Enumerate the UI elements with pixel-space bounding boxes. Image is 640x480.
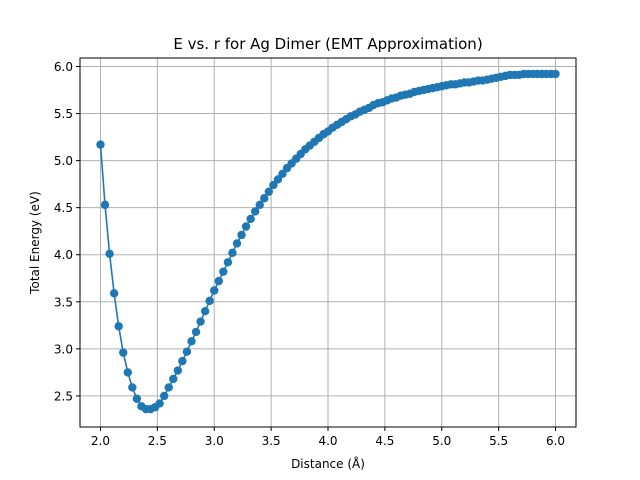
data-point — [169, 374, 178, 384]
y-tick-label: 3.0 — [54, 342, 73, 356]
y-tick-label: 3.5 — [54, 295, 73, 309]
x-tick-label: 2.5 — [148, 434, 167, 448]
data-point — [269, 180, 278, 190]
x-tick-label: 4.5 — [375, 434, 394, 448]
data-point — [200, 307, 210, 316]
x-axis-label: Distance (Å) — [291, 456, 365, 471]
data-point — [223, 258, 233, 267]
y-axis-label: Total Energy (eV) — [28, 191, 42, 295]
y-tick-label: 4.0 — [54, 248, 73, 262]
data-point — [178, 356, 187, 366]
x-tick-label: 3.0 — [205, 434, 224, 448]
x-tick-label: 3.5 — [262, 434, 281, 448]
data-point — [551, 69, 560, 79]
data-series — [96, 69, 560, 414]
data-point — [278, 169, 287, 178]
data-point — [237, 230, 246, 240]
data-point — [250, 207, 260, 216]
y-tick-label: 5.5 — [54, 107, 73, 121]
x-tick-label: 2.0 — [91, 434, 110, 448]
data-point — [264, 187, 274, 196]
plot-frame — [79, 57, 577, 428]
y-tick-label: 2.5 — [54, 389, 73, 403]
data-point — [255, 200, 264, 210]
y-tick-label: 6.0 — [54, 60, 73, 74]
data-point — [191, 327, 201, 337]
x-tick-label: 5.5 — [489, 434, 508, 448]
data-point — [187, 337, 196, 346]
data-point — [205, 296, 214, 306]
data-point — [100, 200, 110, 210]
y-tick-label: 5.0 — [54, 154, 73, 168]
data-point — [214, 276, 223, 286]
data-point — [273, 175, 283, 184]
x-tick-label: 6.0 — [546, 434, 565, 448]
data-point — [123, 368, 132, 377]
data-point — [196, 317, 205, 326]
data-point — [105, 249, 114, 258]
data-point — [132, 394, 142, 403]
data-point — [155, 399, 164, 408]
data-point — [246, 214, 255, 224]
data-point — [210, 286, 219, 295]
data-point — [114, 322, 123, 331]
chart-title: E vs. r for Ag Dimer (EMT Approximation) — [173, 35, 482, 53]
y-tick-label: 4.5 — [54, 201, 73, 215]
x-tick-label: 5.0 — [432, 434, 451, 448]
axis-ticks: 2.0 2.5 3.0 3.5 4.0 4.5 5.0 5.5 6.0 2.5 3.0 3.5 4.0 4… — [54, 60, 565, 448]
data-point — [96, 140, 105, 149]
data-point — [119, 348, 128, 357]
data-point — [219, 267, 228, 276]
data-point — [228, 248, 237, 258]
grid — [80, 58, 576, 427]
x-tick-label: 4.0 — [318, 434, 337, 448]
data-point — [182, 347, 192, 356]
data-point — [109, 289, 119, 298]
data-point — [173, 366, 183, 375]
data-point — [232, 239, 242, 248]
data-point — [128, 383, 137, 392]
data-point — [241, 222, 251, 231]
data-point — [260, 194, 269, 203]
data-point — [164, 383, 173, 392]
data-point — [159, 391, 169, 401]
